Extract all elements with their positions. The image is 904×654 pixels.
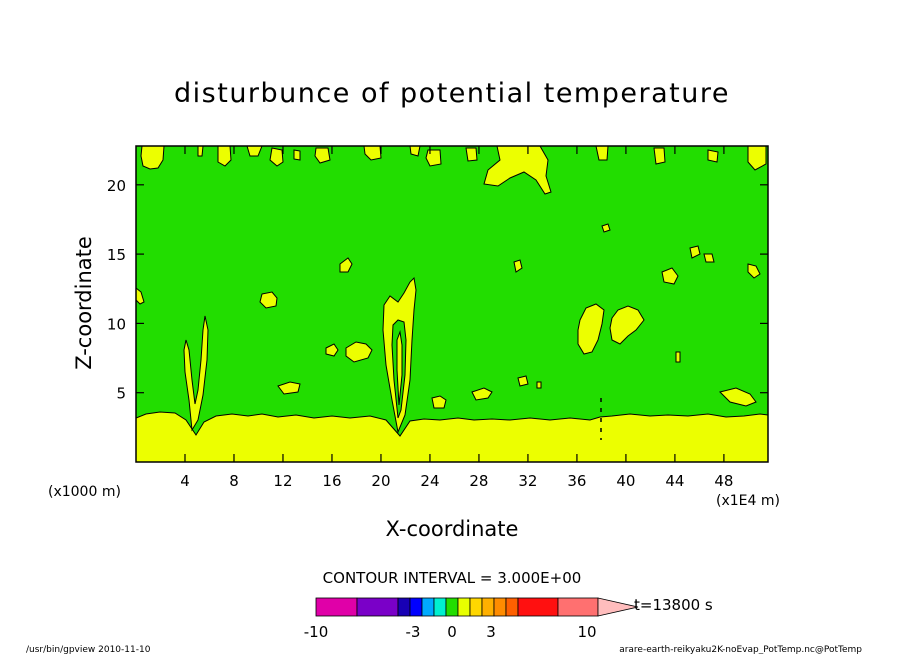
y-tick-label: 15: [107, 246, 126, 264]
colorbar-segment: [493, 597, 507, 617]
colorbar-tick-label: -3: [406, 623, 421, 641]
x-tick-label: 28: [469, 472, 488, 490]
colorbar-segment: [397, 597, 411, 617]
x-tick-label: 36: [567, 472, 586, 490]
background-field: [136, 146, 768, 462]
x-tick-label: 16: [322, 472, 341, 490]
x-tick-label: 44: [665, 472, 684, 490]
x-unit-left: (x1000 m): [48, 484, 121, 500]
colorbar: [315, 597, 639, 617]
colorbar-segment: [356, 597, 399, 617]
footer-left: /usr/bin/gpview 2010-11-10: [26, 645, 151, 654]
colorbar-segment: [505, 597, 519, 617]
colorbar-tick-label: 10: [577, 623, 596, 641]
colorbar-segment: [409, 597, 423, 617]
colorbar-labels: -10 -3 0 3 10: [304, 623, 597, 641]
colorbar-segment: [315, 597, 358, 617]
y-tick-label: 5: [116, 385, 126, 403]
x-tick-label: 32: [518, 472, 537, 490]
x-tick-label: 24: [420, 472, 439, 490]
colorbar-segment: [421, 597, 435, 617]
colorbar-tick-label: -10: [304, 623, 329, 641]
x-axis-ticks: 4 8 12 16 20 24 28 32 36 40 44 48: [180, 146, 733, 490]
surface-layer: [136, 411, 768, 462]
x-axis-label: X-coordinate: [386, 517, 519, 541]
colorbar-tick-label: 3: [486, 623, 496, 641]
colorbar-segment: [457, 597, 471, 617]
colorbar-segment: [433, 597, 447, 617]
plot-frame: [135, 145, 769, 463]
y-tick-label: 20: [107, 177, 126, 195]
y-tick-label: 10: [107, 315, 126, 333]
colorbar-tick-label: 0: [447, 623, 457, 641]
colorbar-segment: [469, 597, 483, 617]
colorbar-segment: [481, 597, 495, 617]
time-label: t=13800 s: [634, 596, 713, 614]
x-tick-label: 48: [714, 472, 733, 490]
plume-left: [183, 315, 209, 432]
colorbar-segment: [445, 597, 459, 617]
colorbar-segment: [557, 597, 599, 617]
x-tick-label: 8: [229, 472, 239, 490]
x-unit-right: (x1E4 m): [716, 493, 780, 509]
chart-title: disturbunce of potential temperature: [174, 78, 730, 109]
footer-right: arare-earth-reikyaku2K-noEvap_PotTemp.nc…: [619, 645, 862, 654]
colorbar-segment: [517, 597, 559, 617]
colorbar-extension: [597, 597, 639, 617]
mid-blobs: [136, 223, 761, 409]
plot-area: [136, 146, 768, 462]
y-axis-ticks: 5 10 15 20: [107, 177, 768, 403]
contour-interval-label: CONTOUR INTERVAL = 3.000E+00: [323, 569, 582, 587]
upper-blobs: [140, 146, 767, 195]
x-tick-label: 4: [180, 472, 190, 490]
x-tick-label: 12: [273, 472, 292, 490]
y-axis-label: Z-coordinate: [72, 236, 96, 370]
plume-right-core-inner: [396, 330, 403, 406]
x-tick-label: 40: [616, 472, 635, 490]
x-tick-label: 20: [371, 472, 390, 490]
